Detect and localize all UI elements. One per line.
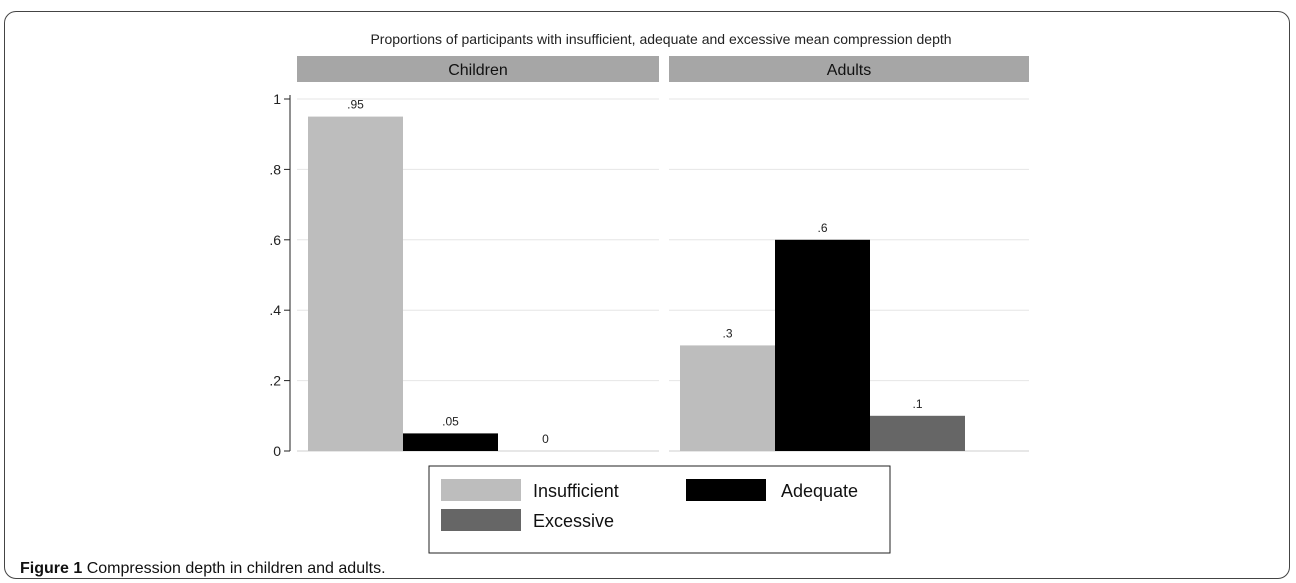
- panel-strip: [669, 56, 1029, 82]
- figure-frame: [4, 11, 1290, 579]
- panel-children: Children .95 .05 0: [297, 56, 659, 452]
- bar-adults-excessive: [870, 415, 965, 451]
- y-tick-label: 1: [273, 91, 281, 107]
- y-tick-label: .2: [269, 373, 281, 389]
- legend-label: Insufficient: [533, 481, 619, 501]
- bar-value-label: .1: [912, 397, 922, 411]
- bar-value-label: .6: [817, 221, 827, 235]
- bar-value-label: .3: [722, 326, 732, 340]
- legend-label: Excessive: [533, 511, 614, 531]
- bar-value-label: .05: [442, 414, 459, 428]
- bar-children-adequate: [403, 433, 498, 451]
- panel-strip-label: Adults: [827, 62, 871, 79]
- y-tick-label: .4: [269, 302, 281, 318]
- bar-value-label: 0: [542, 432, 549, 446]
- panel-adults: Adults .3 .6 .1: [669, 56, 1029, 452]
- figure-caption-label: Figure 1: [20, 560, 83, 577]
- figure-caption-text: Compression depth in children and adults…: [86, 560, 386, 577]
- legend: Insufficient Adequate Excessive: [428, 465, 891, 554]
- panel-strip-label: Children: [448, 62, 508, 79]
- legend-item-adequate: Adequate: [686, 479, 858, 501]
- figure-caption: Figure 1 Compression depth in children a…: [20, 560, 386, 578]
- y-tick-label: .6: [269, 232, 281, 248]
- legend-label: Adequate: [781, 481, 858, 501]
- legend-item-insufficient: Insufficient: [441, 479, 619, 501]
- bar-value-label: .95: [347, 98, 364, 112]
- panels-layer: Children .95 .05 0 Adults .3 .6 .1: [297, 56, 1029, 452]
- legend-swatch: [441, 479, 521, 501]
- legend-swatch: [686, 479, 766, 501]
- chart-title: Proportions of participants with insuffi…: [370, 31, 951, 47]
- bar-adults-adequate: [775, 239, 870, 451]
- bar-children-insufficient: [308, 116, 403, 451]
- bar-adults-insufficient: [680, 345, 775, 451]
- y-tick-label: .8: [269, 161, 281, 177]
- y-axis: 0 .2 .4 .6 .8 1: [269, 91, 291, 459]
- panel-strip: [297, 56, 659, 82]
- legend-item-excessive: Excessive: [441, 509, 614, 531]
- legend-swatch: [441, 509, 521, 531]
- y-tick-label: 0: [273, 443, 281, 459]
